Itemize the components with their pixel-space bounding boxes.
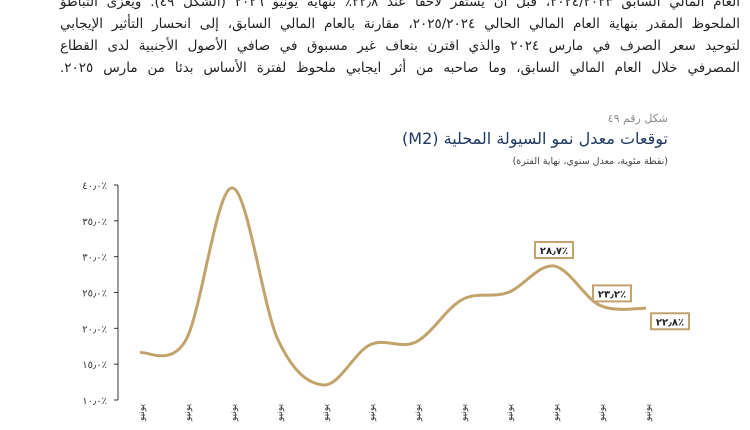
x-tick-label: يونيو — [413, 404, 423, 423]
paragraph: العام المالي السابق ٢٠٢٤/٢٠٢٣، قبل أن يس… — [60, 0, 740, 79]
data-label: ٢٨٫٧٪ — [534, 240, 574, 259]
data-label-box — [592, 284, 632, 303]
y-tick-label: ٣٥٫٠٪ — [82, 217, 107, 228]
x-tick-label: يونيو — [321, 404, 331, 423]
y-tick-label: ١٠٫٠٪ — [82, 396, 107, 407]
data-label: ٢٢٫٨٪ — [650, 312, 690, 331]
x-tick-label: يونيو — [367, 404, 377, 423]
text-line: الملحوظ المقدر بنهاية العام المالي الحال… — [60, 16, 740, 32]
data-label-text: ٢٢٫٨٪ — [656, 317, 684, 328]
x-tick-label: يونيو — [229, 404, 239, 423]
x-tick-label: يونيو — [551, 404, 561, 423]
line — [139, 186, 647, 387]
text-line: لتوحيد سعر الصرف في مارس ٢٠٢٤ والذي اقتر… — [60, 38, 740, 54]
x-tick-label: يونيو — [137, 404, 147, 423]
data-label: ٢٣٫٢٪ — [592, 284, 632, 303]
data-label-text: ٢٣٫٢٪ — [598, 289, 626, 300]
figure-label: شكل رقم ٤٩ — [607, 112, 668, 125]
data-label-box — [534, 240, 574, 259]
chart-subtitle: (نقطة مئوية، معدل سنوي، نهاية الفترة) — [512, 156, 668, 167]
x-tick-label: يونيو — [459, 404, 469, 423]
data-label-box — [650, 312, 690, 331]
x-tick-label: يونيو — [275, 404, 285, 423]
y-tick-label: ٤٠٫٠٪ — [82, 181, 107, 192]
y-tick-label: ٢٠٫٠٪ — [82, 324, 107, 335]
chart-title: توقعات معدل نمو السيولة المحلية (M2) — [402, 129, 668, 148]
x-tick-label: يونيو — [183, 404, 193, 423]
y-tick-label: ٣٠٫٠٪ — [82, 253, 107, 264]
x-tick-label: يونيو — [643, 404, 653, 423]
text-line: العام المالي السابق ٢٠٢٤/٢٠٢٣، قبل أن يس… — [60, 0, 741, 10]
text-line: المصرفي خلال العام المالي السابق، وما صا… — [60, 60, 740, 76]
x-tick-label: يونيو — [597, 404, 607, 423]
y-tick-label: ١٥٫٠٪ — [82, 360, 107, 371]
y-tick-label: ٢٥٫٠٪ — [82, 289, 107, 300]
data-label-text: ٢٨٫٧٪ — [540, 246, 568, 257]
x-tick-label: يونيو — [505, 404, 515, 423]
